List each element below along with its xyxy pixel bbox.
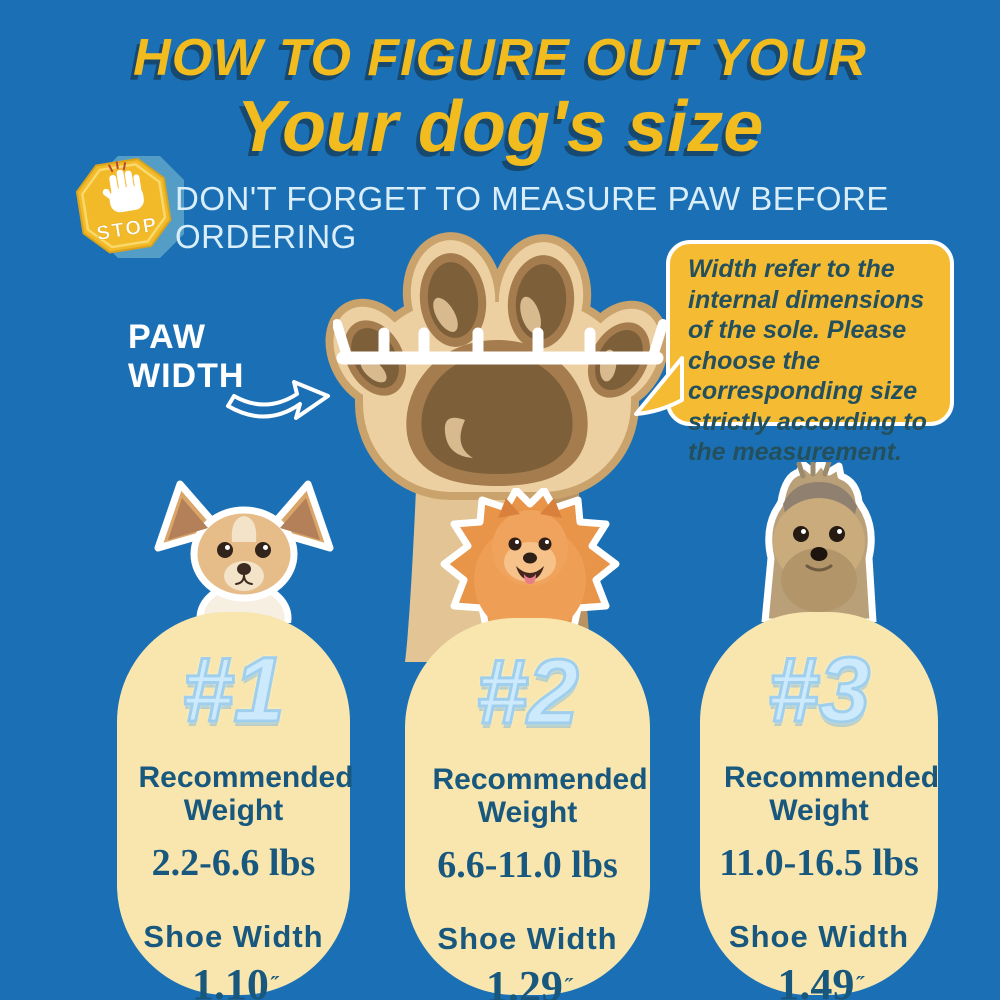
- measure-arrow-icon: [226, 380, 330, 420]
- shoe-width-label: Shoe Width: [437, 921, 618, 956]
- speech-bubble: Width refer to the internal dimensions o…: [666, 240, 954, 466]
- speech-bubble-text: Width refer to the internal dimensions o…: [688, 255, 927, 466]
- paw-width-label-line1: PAW: [128, 318, 206, 356]
- weight-label: Recommended Weight: [138, 761, 354, 827]
- weight-label: Recommended Weight: [432, 763, 648, 829]
- stop-sign-icon: STOP: [75, 156, 184, 258]
- size-rank: #1: [181, 638, 286, 743]
- shoe-width-number: 1.10: [191, 960, 269, 1000]
- inch-mark: ˝: [854, 971, 861, 997]
- shoe-width-value: 1.29˝: [405, 961, 650, 1000]
- inch-mark: ˝: [562, 973, 570, 999]
- size-rank: #3: [766, 638, 871, 743]
- page-title-line2: Your dog's size: [236, 87, 764, 167]
- weight-value: 2.2-6.6 lbs: [151, 842, 316, 884]
- ruler-icon: [333, 319, 667, 365]
- weight-value: 6.6-11.0 lbs: [437, 844, 618, 886]
- paw-width-label: PAW WIDTH: [128, 318, 244, 396]
- dog-photo-yorkshire-terrier: [761, 462, 877, 622]
- size-rank: #2: [475, 640, 580, 745]
- inch-mark: ˝: [268, 971, 276, 997]
- paw-main-pad: [406, 340, 588, 486]
- size-card-3: #3 Recommended Weight 11.0-16.5 lbs Shoe…: [700, 612, 940, 1000]
- measure-reminder-text: DON'T FORGET TO MEASURE PAW BEFORE ORDER…: [175, 180, 889, 255]
- weight-value: 11.0-16.5 lbs: [719, 842, 919, 884]
- dog-photo-chihuahua: [154, 480, 334, 623]
- shoe-width-label: Shoe Width: [728, 919, 910, 954]
- shoe-width-label: Shoe Width: [143, 919, 324, 954]
- speech-bubble-tail: [634, 356, 684, 416]
- shoe-width-number: 1.29: [485, 962, 563, 1000]
- paw-width-label-line2: WIDTH: [128, 357, 245, 396]
- size-card-1: #1 Recommended Weight 2.2-6.6 lbs Shoe W…: [117, 612, 354, 1000]
- page-title-line1: HOW TO FIGURE OUT YOUR: [133, 29, 867, 87]
- size-card-2: #2 Recommended Weight 6.6-11.0 lbs Shoe …: [405, 618, 650, 1000]
- shoe-width-number: 1.49: [777, 960, 855, 1000]
- dog-photo-pomeranian: [440, 488, 620, 638]
- shoe-width-value: 1.49˝: [700, 959, 938, 1000]
- stop-hand-icon: [102, 161, 144, 213]
- weight-label: Recommended Weight: [724, 761, 940, 827]
- shoe-width-value: 1.10˝: [117, 959, 350, 1000]
